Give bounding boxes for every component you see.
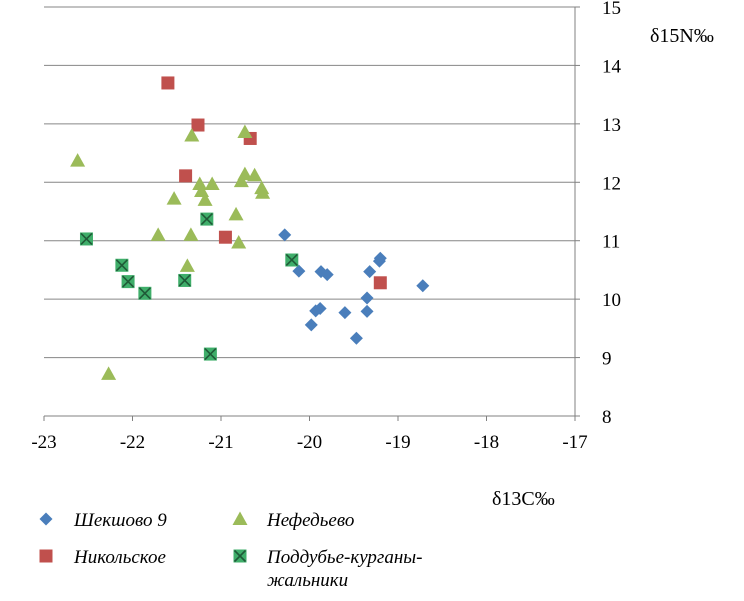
axes bbox=[43, 6, 580, 421]
data-point-shekshovo bbox=[363, 265, 377, 279]
x-tick-label: -18 bbox=[474, 432, 499, 453]
data-point-poddubye bbox=[178, 273, 192, 287]
y-tick-label: 9 bbox=[602, 349, 612, 370]
legend-marker-nikolskoe bbox=[39, 549, 53, 563]
data-point-shekshovo bbox=[360, 304, 374, 318]
data-point-nikolskoe bbox=[218, 230, 232, 244]
legend-marker-icon bbox=[39, 512, 53, 526]
data-point-nefedyevo bbox=[184, 128, 200, 142]
legend-label-nikolskoe: Никольское bbox=[73, 547, 166, 568]
y-tick-label: 12 bbox=[602, 173, 621, 194]
y-tick-label: 11 bbox=[602, 232, 620, 253]
data-point-nefedyevo bbox=[183, 227, 199, 241]
legend-label-nefedyevo: Нефедьево bbox=[266, 510, 354, 531]
data-point-nefedyevo bbox=[204, 176, 220, 191]
y-tick-label: 10 bbox=[602, 290, 621, 311]
gridlines bbox=[44, 6, 575, 359]
legend: Шекшово 9 Нефедьево Никольское Поддубье-… bbox=[39, 510, 422, 591]
data-points bbox=[70, 76, 430, 380]
data-point-nikolskoe bbox=[373, 276, 387, 290]
legend-label-poddubye-line2: жальники bbox=[267, 570, 348, 591]
data-point-shekshovo bbox=[338, 306, 352, 320]
data-point-nefedyevo bbox=[101, 366, 117, 380]
x-axis-label: δ13C‰ bbox=[492, 488, 555, 510]
x-tick-label: -23 bbox=[31, 432, 56, 453]
y-tick-label: 8 bbox=[602, 407, 612, 428]
y-tick-label: 14 bbox=[602, 56, 622, 77]
data-point-nikolskoe bbox=[191, 118, 205, 132]
data-point-shekshovo bbox=[278, 228, 292, 242]
data-point-poddubye bbox=[121, 275, 135, 289]
data-point-nikolskoe bbox=[161, 76, 175, 90]
data-point-shekshovo bbox=[304, 318, 318, 332]
data-point-poddubye bbox=[203, 347, 217, 361]
data-point-nefedyevo bbox=[247, 167, 263, 182]
data-point-shekshovo bbox=[320, 268, 334, 282]
data-point-nefedyevo bbox=[166, 191, 182, 205]
data-point-poddubye bbox=[138, 286, 152, 300]
data-point-poddubye bbox=[285, 253, 299, 267]
legend-marker-nefedyevo bbox=[232, 511, 248, 525]
data-point-nefedyevo bbox=[70, 153, 86, 167]
x-tick-label: -20 bbox=[297, 432, 322, 453]
legend-label-shekshovo: Шекшово 9 bbox=[73, 510, 167, 531]
legend-marker-shekshovo bbox=[39, 512, 53, 526]
data-point-nikolskoe bbox=[179, 169, 193, 183]
data-point-poddubye bbox=[200, 212, 214, 226]
data-point-nefedyevo bbox=[228, 206, 244, 221]
data-point-shekshovo bbox=[292, 264, 306, 278]
data-point-nefedyevo bbox=[231, 234, 247, 249]
data-point-nefedyevo bbox=[237, 124, 253, 139]
x-tick-label: -22 bbox=[120, 432, 145, 453]
legend-marker-icon bbox=[233, 549, 247, 563]
legend-marker-icon bbox=[232, 511, 248, 525]
data-point-nefedyevo bbox=[255, 185, 271, 199]
legend-label-poddubye-line1: Поддубье-курганы- bbox=[266, 547, 422, 568]
y-tick-labels: 8 9 10 11 12 13 14 15 bbox=[602, 0, 622, 428]
data-point-poddubye bbox=[79, 232, 93, 246]
data-point-shekshovo bbox=[416, 279, 430, 293]
x-tick-label: -17 bbox=[562, 432, 587, 453]
data-point-nefedyevo bbox=[179, 258, 195, 272]
data-point-nefedyevo bbox=[150, 227, 166, 241]
data-point-nefedyevo bbox=[192, 176, 208, 191]
data-point-poddubye bbox=[115, 258, 129, 272]
data-point-shekshovo bbox=[309, 304, 323, 318]
x-tick-label: -21 bbox=[208, 432, 233, 453]
legend-marker-icon bbox=[39, 549, 53, 563]
x-tick-labels: -23 -22 -21 -20 -19 -18 -17 bbox=[31, 432, 587, 453]
x-tick-label: -19 bbox=[385, 432, 410, 453]
legend-marker-poddubye bbox=[233, 549, 247, 563]
data-point-nefedyevo bbox=[233, 173, 249, 188]
data-point-nefedyevo bbox=[197, 192, 213, 206]
data-point-shekshovo bbox=[373, 251, 387, 265]
y-axis-label: δ15N‰ bbox=[650, 25, 714, 47]
data-point-shekshovo bbox=[360, 291, 374, 305]
y-tick-label: 13 bbox=[602, 115, 621, 136]
data-point-shekshovo bbox=[349, 331, 363, 345]
y-tick-label: 15 bbox=[602, 0, 621, 19]
